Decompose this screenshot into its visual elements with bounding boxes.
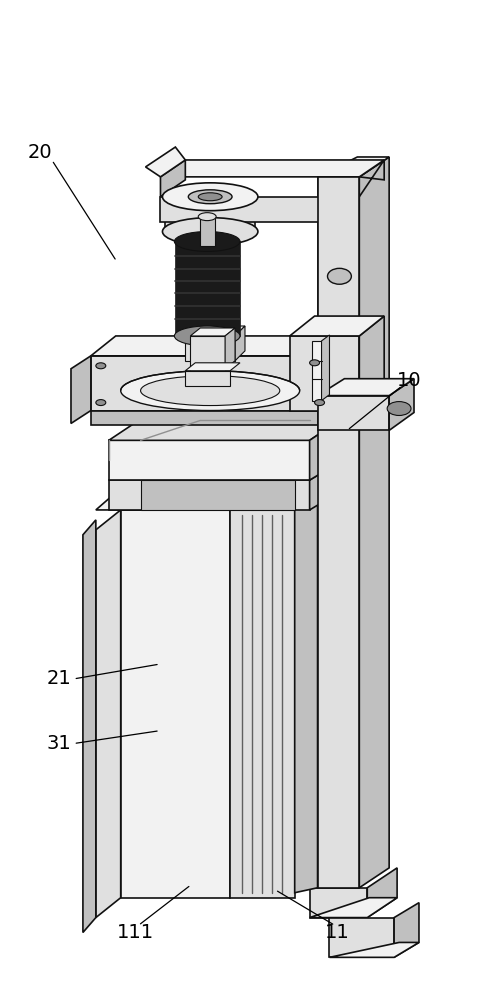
- Text: 31: 31: [47, 734, 71, 753]
- Polygon shape: [317, 157, 389, 177]
- Polygon shape: [96, 490, 317, 510]
- Polygon shape: [185, 326, 245, 336]
- Polygon shape: [310, 898, 397, 918]
- Polygon shape: [121, 490, 255, 510]
- Polygon shape: [141, 480, 295, 510]
- Ellipse shape: [314, 400, 325, 406]
- Polygon shape: [310, 888, 367, 918]
- Polygon shape: [235, 326, 245, 361]
- Polygon shape: [389, 379, 414, 430]
- Polygon shape: [175, 241, 240, 336]
- Ellipse shape: [198, 213, 216, 221]
- Text: 11: 11: [325, 923, 350, 942]
- Polygon shape: [160, 160, 185, 197]
- Polygon shape: [317, 177, 359, 888]
- Polygon shape: [109, 480, 310, 510]
- Polygon shape: [329, 942, 419, 957]
- Polygon shape: [310, 462, 340, 510]
- Polygon shape: [295, 490, 317, 893]
- Polygon shape: [185, 336, 235, 361]
- Polygon shape: [359, 157, 389, 888]
- Polygon shape: [359, 316, 384, 411]
- Polygon shape: [322, 335, 329, 401]
- Polygon shape: [71, 356, 91, 423]
- Polygon shape: [290, 336, 359, 411]
- Text: 20: 20: [28, 143, 52, 162]
- Polygon shape: [109, 440, 310, 480]
- Polygon shape: [96, 510, 121, 918]
- Ellipse shape: [162, 183, 258, 211]
- Text: 21: 21: [47, 669, 71, 688]
- Ellipse shape: [327, 268, 351, 284]
- Polygon shape: [317, 396, 389, 430]
- Polygon shape: [329, 336, 355, 386]
- Polygon shape: [394, 903, 419, 957]
- Polygon shape: [317, 379, 414, 396]
- Ellipse shape: [96, 400, 106, 406]
- Ellipse shape: [387, 402, 411, 415]
- Polygon shape: [109, 420, 340, 440]
- Polygon shape: [225, 328, 235, 369]
- Ellipse shape: [310, 360, 320, 366]
- Polygon shape: [190, 328, 235, 336]
- Ellipse shape: [174, 326, 240, 346]
- Polygon shape: [160, 160, 384, 177]
- Polygon shape: [83, 520, 96, 932]
- Polygon shape: [200, 217, 215, 246]
- Ellipse shape: [162, 218, 258, 245]
- Ellipse shape: [198, 193, 222, 201]
- Ellipse shape: [121, 371, 299, 411]
- Ellipse shape: [141, 376, 280, 406]
- Polygon shape: [367, 868, 397, 918]
- Polygon shape: [166, 197, 255, 232]
- Polygon shape: [160, 197, 359, 222]
- Polygon shape: [290, 316, 384, 336]
- Text: 10: 10: [397, 371, 422, 390]
- Polygon shape: [91, 336, 355, 356]
- Polygon shape: [185, 363, 240, 371]
- Text: 111: 111: [117, 923, 155, 942]
- Ellipse shape: [96, 363, 106, 369]
- Polygon shape: [190, 336, 225, 371]
- Ellipse shape: [188, 190, 232, 204]
- Ellipse shape: [174, 232, 240, 251]
- Polygon shape: [121, 510, 230, 898]
- Polygon shape: [310, 420, 340, 480]
- Polygon shape: [230, 510, 295, 898]
- Polygon shape: [329, 918, 394, 957]
- Polygon shape: [91, 411, 329, 425]
- Polygon shape: [317, 177, 359, 888]
- Polygon shape: [329, 391, 355, 425]
- Polygon shape: [145, 147, 185, 177]
- Polygon shape: [312, 341, 322, 401]
- Polygon shape: [185, 371, 230, 386]
- Polygon shape: [91, 356, 329, 411]
- Polygon shape: [359, 160, 384, 197]
